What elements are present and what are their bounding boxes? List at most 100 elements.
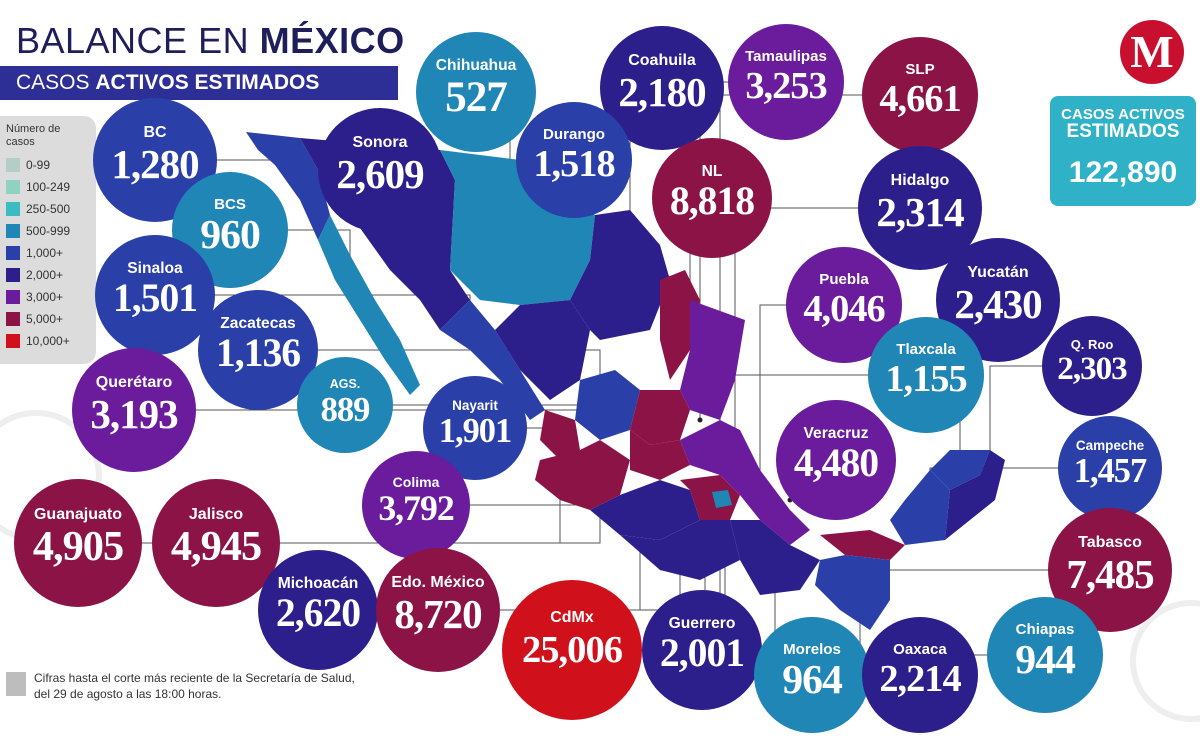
state-name: Puebla — [819, 271, 869, 289]
footnote-marker — [6, 672, 26, 696]
state-value: 527 — [445, 74, 508, 122]
state-value: 8,818 — [669, 179, 755, 224]
legend-label: 1,000+ — [26, 246, 64, 260]
state-value: 4,945 — [170, 523, 262, 571]
state-value: 1,457 — [1073, 452, 1147, 491]
legend-item: 2,000+ — [6, 266, 63, 284]
state-name: Tabasco — [1078, 534, 1142, 552]
state-circle: Sinaloa 1,501 — [95, 235, 215, 355]
region-zacatecas — [575, 370, 640, 440]
state-value: 3,193 — [90, 390, 178, 437]
state-value: 3,253 — [745, 64, 827, 107]
region-sinaloa — [440, 300, 545, 420]
region-slp — [630, 390, 690, 445]
state-value: 2,303 — [1057, 351, 1127, 387]
legend-label: 0-99 — [26, 158, 51, 172]
state-name: Guanajuato — [33, 505, 122, 523]
state-name: Oaxaca — [893, 641, 947, 659]
legend-item: 10,000+ — [6, 332, 70, 350]
leader-dot — [697, 417, 703, 423]
subtitle-bold: ACTIVOS ESTIMADOS — [95, 71, 320, 94]
region-coahuila — [570, 210, 670, 340]
state-value: 4,480 — [793, 441, 879, 486]
region-nayarit — [540, 410, 580, 460]
state-value: 1,518 — [533, 142, 615, 185]
region-oaxaca — [730, 520, 820, 595]
state-circle: Sonora 2,609 — [318, 108, 442, 232]
state-value: 2,430 — [954, 280, 1042, 327]
milenio-logo: M — [1120, 20, 1184, 84]
state-circle: Zacatecas 1,136 — [198, 290, 318, 410]
state-name: BC — [143, 124, 167, 142]
region-guanajuato — [630, 430, 690, 480]
state-value: 960 — [200, 211, 261, 258]
state-value: 1,280 — [111, 140, 199, 187]
state-name: Nayarit — [452, 397, 498, 413]
title-regular: BALANCE EN — [16, 20, 250, 61]
region-bc — [246, 132, 330, 240]
state-name: Durango — [543, 126, 605, 144]
state-value: 4,905 — [32, 523, 124, 571]
state-value: 1,501 — [112, 276, 198, 321]
state-name: Campeche — [1075, 437, 1145, 453]
state-circle: Veracruz 4,480 — [776, 400, 896, 520]
state-name: Coahuila — [628, 52, 696, 70]
state-value: 2,314 — [876, 188, 964, 235]
state-circle: Michoacán 2,620 — [258, 550, 378, 670]
legend-item: 500-999 — [6, 222, 70, 240]
state-name: CdMx — [550, 609, 594, 627]
state-value: 1,155 — [885, 357, 967, 400]
state-name: Zacatecas — [220, 315, 296, 333]
state-circle: Chiapas 944 — [987, 597, 1103, 713]
state-value: 8,720 — [394, 590, 482, 637]
state-value: 889 — [320, 390, 371, 429]
legend: Número de casos 0-99 100-249 250-500 500-99… — [0, 116, 96, 364]
state-name: Yucatán — [967, 264, 1029, 282]
state-name: Edo. México — [391, 574, 485, 592]
state-value: 964 — [782, 656, 843, 703]
legend-item: 1,000+ — [6, 244, 63, 262]
state-name: Guerrero — [668, 615, 736, 633]
legend-swatch — [6, 180, 20, 194]
legend-item: 3,000+ — [6, 288, 63, 306]
region-qroo — [945, 450, 1005, 540]
total-label-top: CASOS ACTIVOS — [1061, 106, 1185, 123]
legend-item: 100-249 — [6, 178, 70, 196]
state-name: Chiapas — [1015, 621, 1075, 639]
legend-label: 2,000+ — [26, 268, 64, 282]
legend-swatch — [6, 312, 20, 326]
state-value: 25,006 — [521, 629, 623, 672]
state-circle: Jalisco 4,945 — [152, 479, 280, 607]
total-box: CASOS ACTIVOS ESTIMADOS 122,890 — [1050, 96, 1196, 206]
state-circle: Tlaxcala 1,155 — [868, 317, 984, 433]
legend-swatch — [6, 290, 20, 304]
legend-label: 250-500 — [26, 202, 71, 216]
state-value: 2,180 — [618, 68, 706, 115]
state-name: Chihuahua — [435, 57, 517, 75]
region-campeche — [890, 470, 950, 545]
region-cdmx — [712, 490, 732, 508]
footnote-text: Cifras hasta el corte más reciente de la… — [34, 671, 355, 701]
state-circle: Colima 3,792 — [362, 451, 470, 559]
legend-swatch — [6, 158, 20, 172]
state-value: 1,901 — [438, 412, 512, 451]
state-name: Veracruz — [803, 425, 869, 443]
state-name: Colima — [392, 473, 440, 490]
legend-item: 5,000+ — [6, 310, 63, 328]
legend-label: 10,000+ — [26, 334, 70, 348]
region-chiapas — [815, 555, 890, 630]
state-name: Jalisco — [188, 505, 244, 523]
state-value: 7,485 — [1066, 550, 1154, 597]
state-name: SLP — [905, 61, 935, 79]
state-name: Hidalgo — [890, 172, 950, 190]
legend-item: 250-500 — [6, 200, 70, 218]
title-bold: MÉXICO — [259, 20, 405, 61]
total-value: 122,890 — [1068, 156, 1178, 189]
region-durango — [495, 300, 590, 400]
state-circle: Guanajuato 4,905 — [14, 479, 142, 607]
page-title: BALANCE EN MÉXICO — [16, 20, 405, 62]
logo-letter: M — [1130, 26, 1174, 77]
state-name: NL — [701, 163, 723, 181]
state-circle: SLP 4,661 — [862, 37, 978, 153]
state-name: Sonora — [352, 134, 408, 152]
